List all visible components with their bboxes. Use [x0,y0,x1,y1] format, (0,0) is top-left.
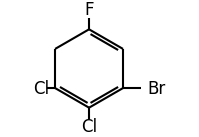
Text: Cl: Cl [81,118,97,136]
Text: Br: Br [148,80,166,98]
Text: F: F [84,1,94,19]
Text: Cl: Cl [33,80,49,98]
